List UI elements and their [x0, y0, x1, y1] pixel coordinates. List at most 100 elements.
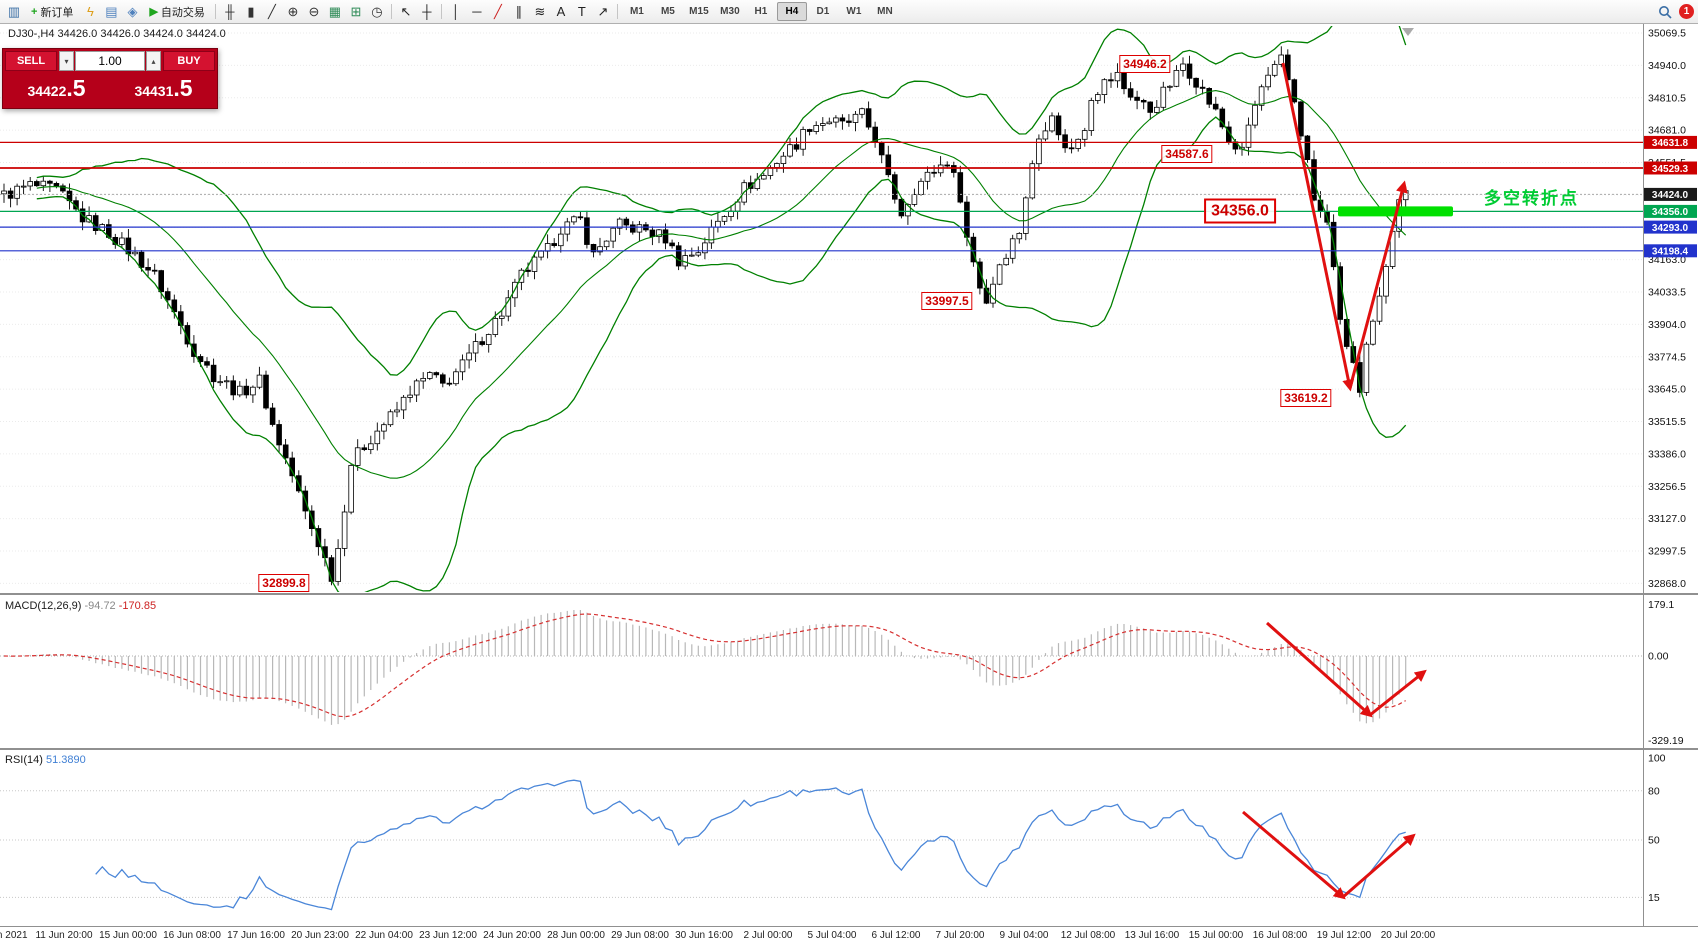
autotrading-button[interactable]: ▶ 自动交易: [143, 2, 210, 22]
svg-text:34631.8: 34631.8: [1652, 138, 1689, 149]
new-order-button-label: 新订单: [40, 6, 74, 19]
svg-text:32997.5: 32997.5: [1648, 546, 1686, 558]
svg-text:15: 15: [1648, 892, 1660, 904]
new-order-button[interactable]: + 新订单: [25, 2, 79, 22]
svg-text:33386.0: 33386.0: [1648, 448, 1686, 460]
time-label: 9 Jul 04:00: [1000, 930, 1049, 941]
tile-windows-icon[interactable]: ▦: [328, 3, 342, 19]
trend-arrow: [1369, 669, 1427, 717]
timeframe-h4[interactable]: H4: [776, 2, 807, 21]
svg-text:33127.0: 33127.0: [1648, 513, 1686, 525]
macd-name: MACD(12,26,9): [5, 600, 82, 612]
timeframe-mn[interactable]: MN: [877, 6, 893, 17]
new-order-icon: +: [31, 5, 38, 18]
zoom-in-icon[interactable]: ⊕: [287, 3, 299, 19]
trend-arrow: [1242, 810, 1346, 900]
chart-window-icon[interactable]: ▥: [7, 3, 21, 19]
metaeditor-icon[interactable]: ϟ: [86, 4, 94, 19]
volume-up-button[interactable]: ▴: [146, 51, 161, 71]
time-label: 30 Jun 16:00: [675, 930, 733, 941]
trendline-icon[interactable]: ╱: [493, 3, 502, 19]
svg-text:-329.19: -329.19: [1648, 735, 1684, 747]
time-label: 13 Jul 16:00: [1125, 930, 1180, 941]
bollinger-band: [36, 26, 1407, 376]
timeframe-w1[interactable]: W1: [846, 6, 862, 17]
svg-text:33645.0: 33645.0: [1648, 384, 1686, 396]
toolbar-separator: [214, 4, 216, 19]
price-tag: [1644, 135, 1697, 149]
timeframe-d1[interactable]: D1: [816, 6, 830, 17]
fibonacci-icon[interactable]: ≋: [534, 3, 546, 19]
price-tag: [1644, 204, 1697, 218]
time-label: 23 Jun 12:00: [419, 930, 477, 941]
time-label: 22 Jun 04:00: [355, 930, 413, 941]
macd-group: [0, 610, 1643, 725]
rsi-name: RSI(14): [5, 754, 43, 766]
time-label: 29 Jun 08:00: [611, 930, 669, 941]
buy-price-pip: .5: [173, 75, 193, 101]
horizontal-line-icon[interactable]: ─: [472, 4, 482, 19]
svg-text:33904.0: 33904.0: [1648, 319, 1686, 331]
market-watch-icon[interactable]: ▤: [105, 3, 118, 19]
timeframe-m1[interactable]: M1: [629, 6, 644, 17]
text-icon[interactable]: A: [556, 4, 566, 19]
search-icon[interactable]: [1655, 2, 1675, 22]
toolbar: ▥ + 新订单 ϟ ▤ ◈ ▶ 自动交易 ╫ ▮ ╱ ⊕ ⊖ ▦ ⊞ ◷ ↖ ┼ │ ─ ╱ ∥ ≋ A T ↗ M1 M5 M15 M3…: [0, 0, 1698, 24]
sell-price-pip: .5: [66, 75, 86, 101]
toolbar-separator: [440, 4, 442, 19]
ohlc-bars-icon[interactable]: ╫: [225, 4, 235, 19]
arrows-icon[interactable]: ↗: [597, 3, 609, 19]
timeframe-m5[interactable]: M5: [660, 6, 675, 17]
zoom-out-icon[interactable]: ⊖: [308, 3, 320, 19]
chart-title-ohlc: DJ30-,H4 34426.0 34426.0 34424.0 34424.0: [8, 28, 226, 40]
vertical-line-icon[interactable]: │: [451, 4, 460, 19]
price-tag: [1644, 161, 1697, 175]
timeframe-m30[interactable]: M30: [720, 6, 740, 17]
toolbar-separator: [616, 4, 618, 19]
period-icon[interactable]: ◷: [371, 3, 383, 19]
macd-signal-line: [3, 613, 1406, 718]
text-label-icon[interactable]: T: [577, 4, 586, 19]
toolbar-right: 1: [1655, 2, 1694, 22]
svg-text:50: 50: [1648, 835, 1660, 847]
time-label: 5 Jul 04:00: [808, 930, 857, 941]
trend-arrow: [1266, 621, 1373, 718]
crosshair-icon[interactable]: ┼: [422, 4, 432, 19]
svg-text:34198.4: 34198.4: [1652, 247, 1689, 258]
indicators-icon[interactable]: ⊞: [350, 3, 362, 19]
svg-text:34033.5: 34033.5: [1648, 287, 1686, 299]
volume-down-button[interactable]: ▾: [59, 51, 74, 71]
candlestick-icon[interactable]: ▮: [247, 3, 255, 19]
line-chart-icon[interactable]: ╱: [267, 3, 276, 19]
timeframe-h1[interactable]: H1: [754, 6, 768, 17]
navigator-icon[interactable]: ◈: [127, 3, 138, 19]
time-label: 24 Jun 20:00: [483, 930, 541, 941]
svg-text:100: 100: [1648, 753, 1666, 765]
time-label: 19 Jul 12:00: [1317, 930, 1372, 941]
buy-price[interactable]: 34431.5: [110, 73, 217, 108]
svg-text:80: 80: [1648, 785, 1660, 797]
channel-icon[interactable]: ∥: [515, 3, 523, 19]
svg-text:34940.0: 34940.0: [1648, 60, 1686, 72]
time-label: 11 Jun 20:00: [35, 930, 93, 941]
rsi-line: [95, 779, 1406, 911]
volume-input[interactable]: [75, 51, 145, 71]
svg-text:0.00: 0.00: [1648, 651, 1669, 663]
notification-badge[interactable]: 1: [1679, 4, 1694, 19]
sell-button[interactable]: SELL: [5, 51, 57, 71]
time-label: 16 Jul 08:00: [1253, 930, 1308, 941]
buy-button[interactable]: BUY: [163, 51, 215, 71]
svg-text:35069.5: 35069.5: [1648, 28, 1686, 40]
time-label: 20 Jun 23:00: [291, 930, 349, 941]
chart-shift-marker: [1402, 28, 1414, 36]
cursor-icon[interactable]: ↖: [400, 3, 412, 19]
autotrading-button-label: 自动交易: [160, 6, 205, 19]
sell-price[interactable]: 34422.5: [3, 73, 110, 108]
timeframe-m15[interactable]: M15: [689, 6, 709, 17]
autotrading-icon: ▶: [149, 6, 158, 18]
time-label: 6 Jul 12:00: [872, 930, 921, 941]
svg-text:34356.0: 34356.0: [1652, 207, 1689, 218]
buy-price-main: 34431: [134, 83, 174, 99]
time-label: 16 Jun 08:00: [163, 930, 221, 941]
